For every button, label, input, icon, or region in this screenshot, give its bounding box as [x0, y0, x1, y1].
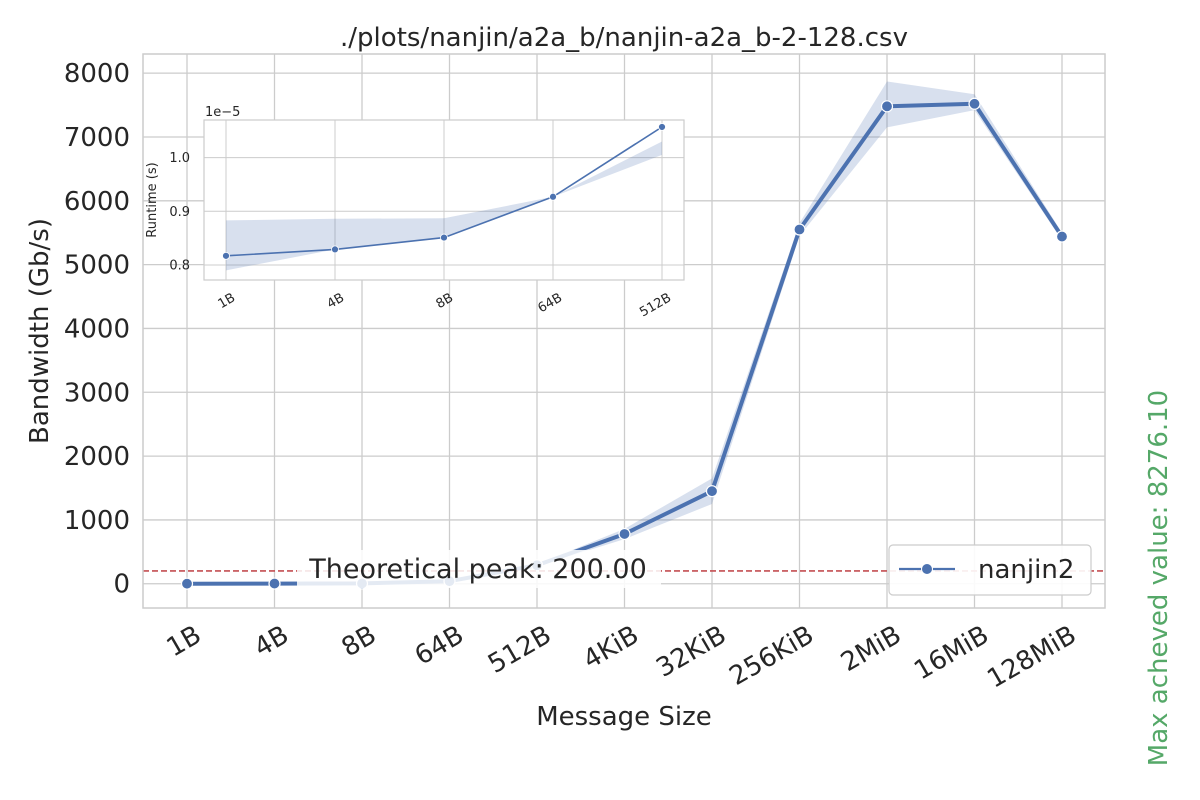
x-tick-label: 8B: [337, 620, 382, 663]
max-achieved-label: Max acheved value: 8276.10: [1144, 390, 1174, 766]
inset-data-point: [222, 251, 230, 260]
inset-x-tick-label: 4B: [325, 290, 347, 312]
y-tick-label: 1000: [64, 506, 130, 536]
inset-data-point: [658, 123, 666, 131]
inset-y-axis-label: Runtime (s): [145, 162, 160, 237]
inset-data-point: [331, 245, 339, 254]
inset-x-tick-label: 8B: [434, 290, 456, 312]
inset-offset-label: 1e−5: [205, 105, 240, 120]
data-point: [968, 97, 981, 110]
x-tick-label: 128MiB: [982, 620, 1081, 695]
y-tick-label: 8000: [64, 59, 130, 89]
x-tick-label: 4KiB: [578, 620, 644, 675]
y-axis-label: Bandwidth (Gb/s): [25, 218, 55, 444]
data-point: [793, 223, 806, 236]
x-tick-label: 512B: [483, 620, 556, 680]
x-tick-label: 32KiB: [651, 620, 731, 684]
x-tick-label: 2MiB: [836, 620, 906, 678]
x-tick-label: 256KiB: [725, 620, 819, 692]
inset-data-point: [549, 192, 557, 201]
legend-box: [888, 544, 1092, 596]
inset-x-tick-label: 1B: [216, 290, 238, 312]
inset-y-tick-label: 0.8: [169, 258, 190, 273]
chart-title: ./plots/nanjin/a2a_b/nanjin-a2a_b-2-128.…: [340, 23, 908, 53]
y-tick-label: 7000: [64, 123, 130, 153]
inset-y-tick-label: 1.0: [169, 151, 190, 166]
x-tick-label: 16MiB: [909, 620, 994, 686]
legend: nanjin2: [888, 544, 1092, 596]
y-tick-label: 4000: [64, 314, 130, 344]
data-point: [618, 527, 631, 541]
y-tick-label: 2000: [64, 442, 130, 472]
inset-frame: [203, 119, 685, 281]
y-tick-label: 6000: [64, 187, 130, 217]
x-tick-label: 4B: [249, 620, 294, 663]
theoretical-peak-label: Theoretical peak: 200.00: [308, 554, 647, 585]
peak-label-background: [297, 550, 661, 588]
inset-y-tick-label: 0.9: [169, 205, 190, 220]
y-tick-label: 3000: [64, 378, 130, 408]
y-tick-label: 0: [113, 570, 130, 600]
data-point: [1055, 230, 1069, 243]
x-axis-label: Message Size: [536, 702, 712, 732]
data-point: [705, 485, 719, 498]
data-point: [880, 100, 894, 113]
data-point: [180, 577, 194, 590]
x-tick-label: 64B: [410, 620, 469, 671]
legend-label: nanjin2: [978, 555, 1074, 585]
data-point: [268, 577, 281, 590]
plot-frame: [142, 53, 1106, 609]
y-tick-label: 5000: [64, 251, 130, 281]
x-tick-label: 1B: [162, 620, 207, 663]
inset-data-point: [440, 233, 448, 242]
legend-marker: [921, 563, 933, 575]
inset-ci-band: [226, 141, 662, 271]
